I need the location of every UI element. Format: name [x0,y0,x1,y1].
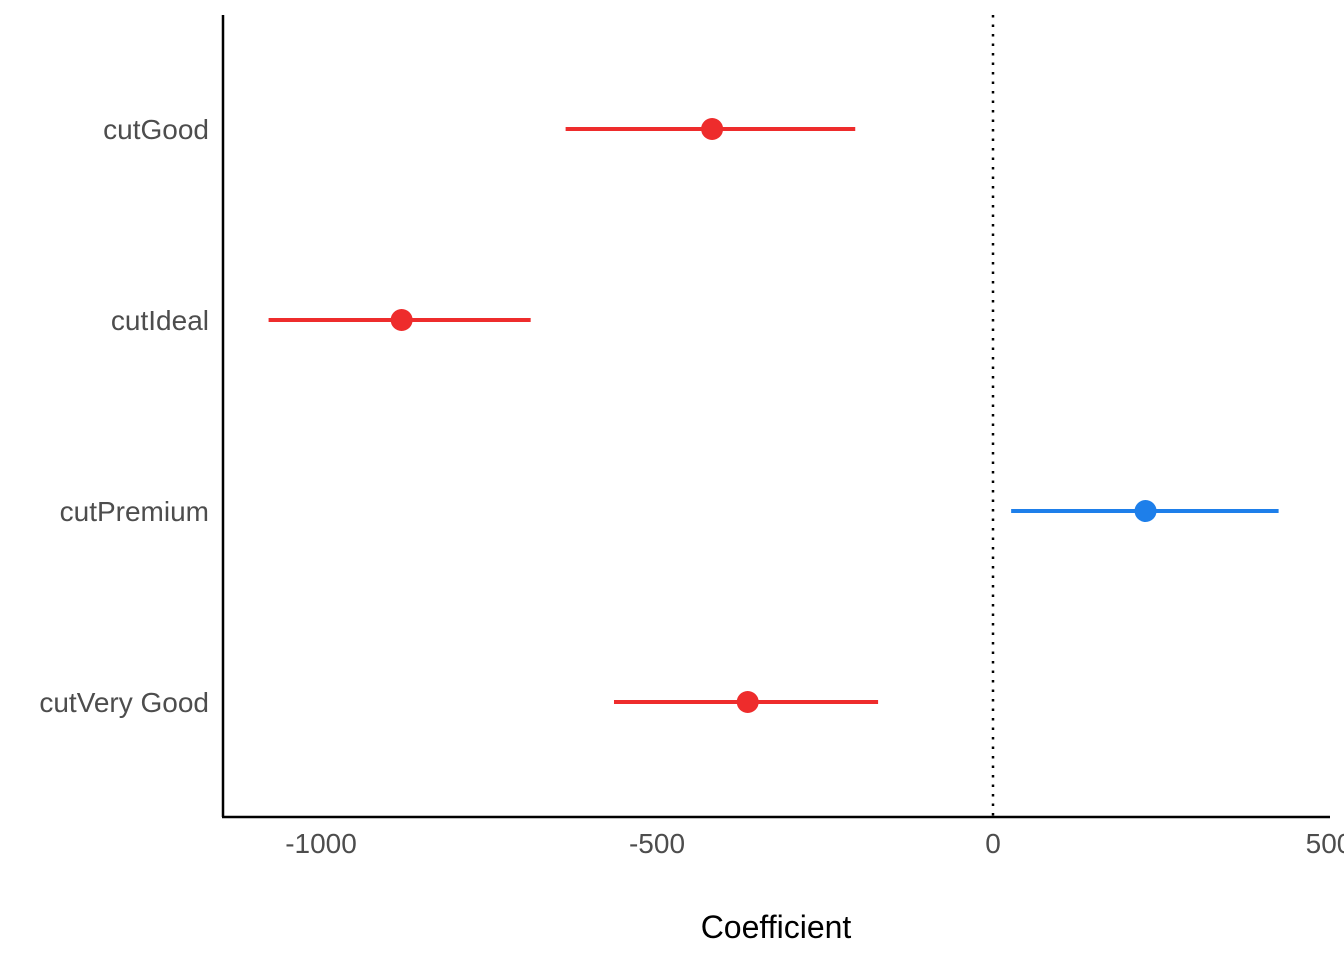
y-tick-label: cutVery Good [39,687,209,718]
tick-labels: -1000 -500 0 500 cutGood cutIdeal cutPremium cu… [39,114,1344,859]
coefficient-point [701,118,724,140]
x-tick-label: -500 [629,828,685,859]
y-tick-label: cutGood [103,114,209,145]
coefficient-point [390,309,413,331]
x-axis-title: Coefficient [701,909,852,945]
coefficient-point [736,691,759,713]
coefficient-point [1134,500,1157,522]
y-tick-label: cutPremium [60,496,209,527]
plot-area [268,15,1279,817]
y-tick-label: cutIdeal [111,305,209,336]
x-tick-label: 500 [1306,828,1344,859]
x-tick-label: 0 [985,828,1001,859]
x-tick-label: -1000 [285,828,357,859]
